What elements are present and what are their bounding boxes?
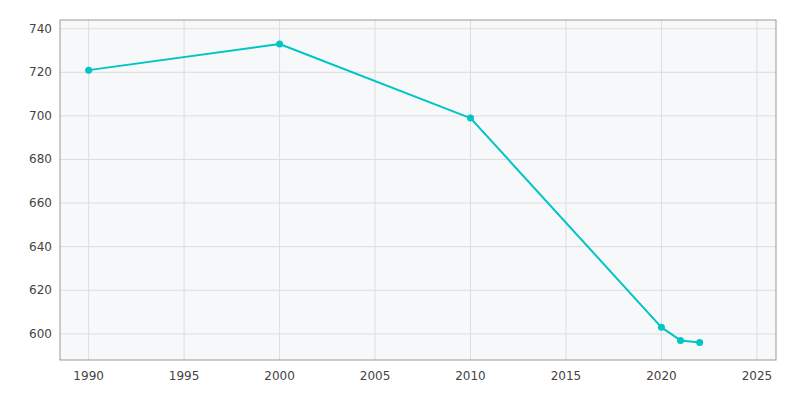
series (85, 40, 703, 346)
grid (60, 20, 776, 360)
line (89, 44, 700, 343)
plot-frame (60, 20, 776, 360)
grid-line-x (565, 20, 566, 360)
chart-svg: 1990 1995 2000 2005 2010 2015 2020 2025 600 620 64… (0, 0, 800, 400)
x-tick-label: 1990 (73, 369, 104, 383)
x-tick-label: 2000 (264, 369, 295, 383)
grid-line-y (60, 115, 776, 116)
y-tick-label: 680 (29, 152, 52, 166)
grid-line-x (470, 20, 471, 360)
y-tick-label: 620 (29, 283, 52, 297)
y-tick-label: 640 (29, 240, 52, 254)
y-tick-label: 660 (29, 196, 52, 210)
grid-line-y (60, 333, 776, 334)
x-tick-label: 2025 (742, 369, 773, 383)
chart-container: 1990 1995 2000 2005 2010 2015 2020 2025 600 620 64… (0, 0, 800, 400)
point (467, 115, 474, 122)
grid-line-y (60, 290, 776, 291)
point (276, 40, 283, 47)
y-tick-label: 600 (29, 327, 52, 341)
x-tick-label: 2015 (551, 369, 582, 383)
point (677, 337, 684, 344)
grid-line-y (60, 246, 776, 247)
y-tick-label: 700 (29, 109, 52, 123)
x-tick-label: 1995 (169, 369, 200, 383)
x-tick-label: 2005 (360, 369, 391, 383)
plot-background (60, 20, 776, 360)
point (696, 339, 703, 346)
y-tick-label: 720 (29, 65, 52, 79)
grid-line-x (756, 20, 757, 360)
grid-line-x (184, 20, 185, 360)
grid-line-y (60, 203, 776, 204)
point (85, 67, 92, 74)
grid-line-y (60, 72, 776, 73)
tick-labels: 1990 1995 2000 2005 2010 2015 2020 2025 600 620 64… (29, 22, 772, 383)
grid-line-x (375, 20, 376, 360)
grid-line-x (661, 20, 662, 360)
x-tick-label: 2010 (455, 369, 486, 383)
grid-line-x (279, 20, 280, 360)
point (658, 324, 665, 331)
grid-line-y (60, 159, 776, 160)
y-tick-label: 740 (29, 22, 52, 36)
x-tick-label: 2020 (646, 369, 677, 383)
grid-line-y (60, 28, 776, 29)
